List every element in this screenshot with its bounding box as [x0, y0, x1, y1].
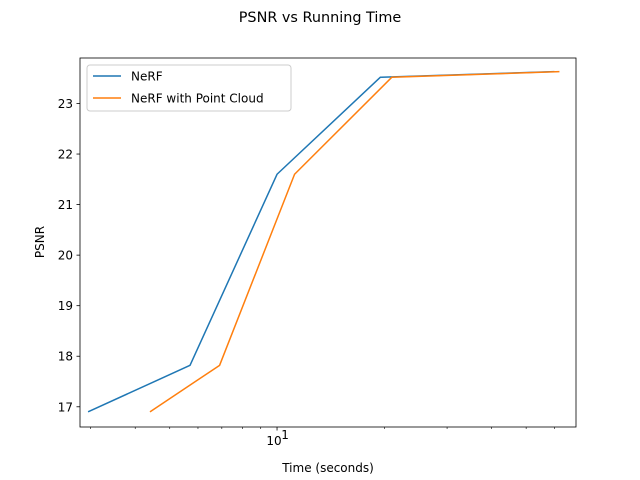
legend-label: NeRF [131, 70, 163, 84]
series-layer [87, 70, 560, 413]
y-tick-label: 18 [58, 350, 73, 364]
y-tick-label: 17 [58, 400, 73, 414]
plot-frame [79, 57, 577, 428]
legend: NeRF NeRF with Point Cloud [86, 64, 292, 112]
y-axis: 17 18 19 20 21 22 23 [58, 97, 80, 414]
legend-box [86, 64, 292, 112]
x-tick-exponent: 1 [281, 428, 289, 442]
x-axis-label: Time (seconds) [281, 461, 374, 475]
x-axis: 10 1 [90, 427, 555, 448]
y-tick-label: 22 [58, 148, 73, 162]
y-tick-label: 20 [58, 249, 73, 263]
series-line-nerf [87, 70, 555, 413]
y-tick-label: 23 [58, 97, 73, 111]
legend-label: NeRF with Point Cloud [131, 92, 264, 106]
chart-title: PSNR vs Running Time [239, 10, 402, 26]
y-tick-label: 21 [58, 198, 73, 212]
plot-area [79, 57, 577, 428]
x-tick-label: 10 [266, 434, 281, 448]
y-axis-label: PSNR [33, 226, 47, 258]
y-tick-label: 19 [58, 299, 73, 313]
series-line-nerf-point-cloud [149, 70, 560, 413]
